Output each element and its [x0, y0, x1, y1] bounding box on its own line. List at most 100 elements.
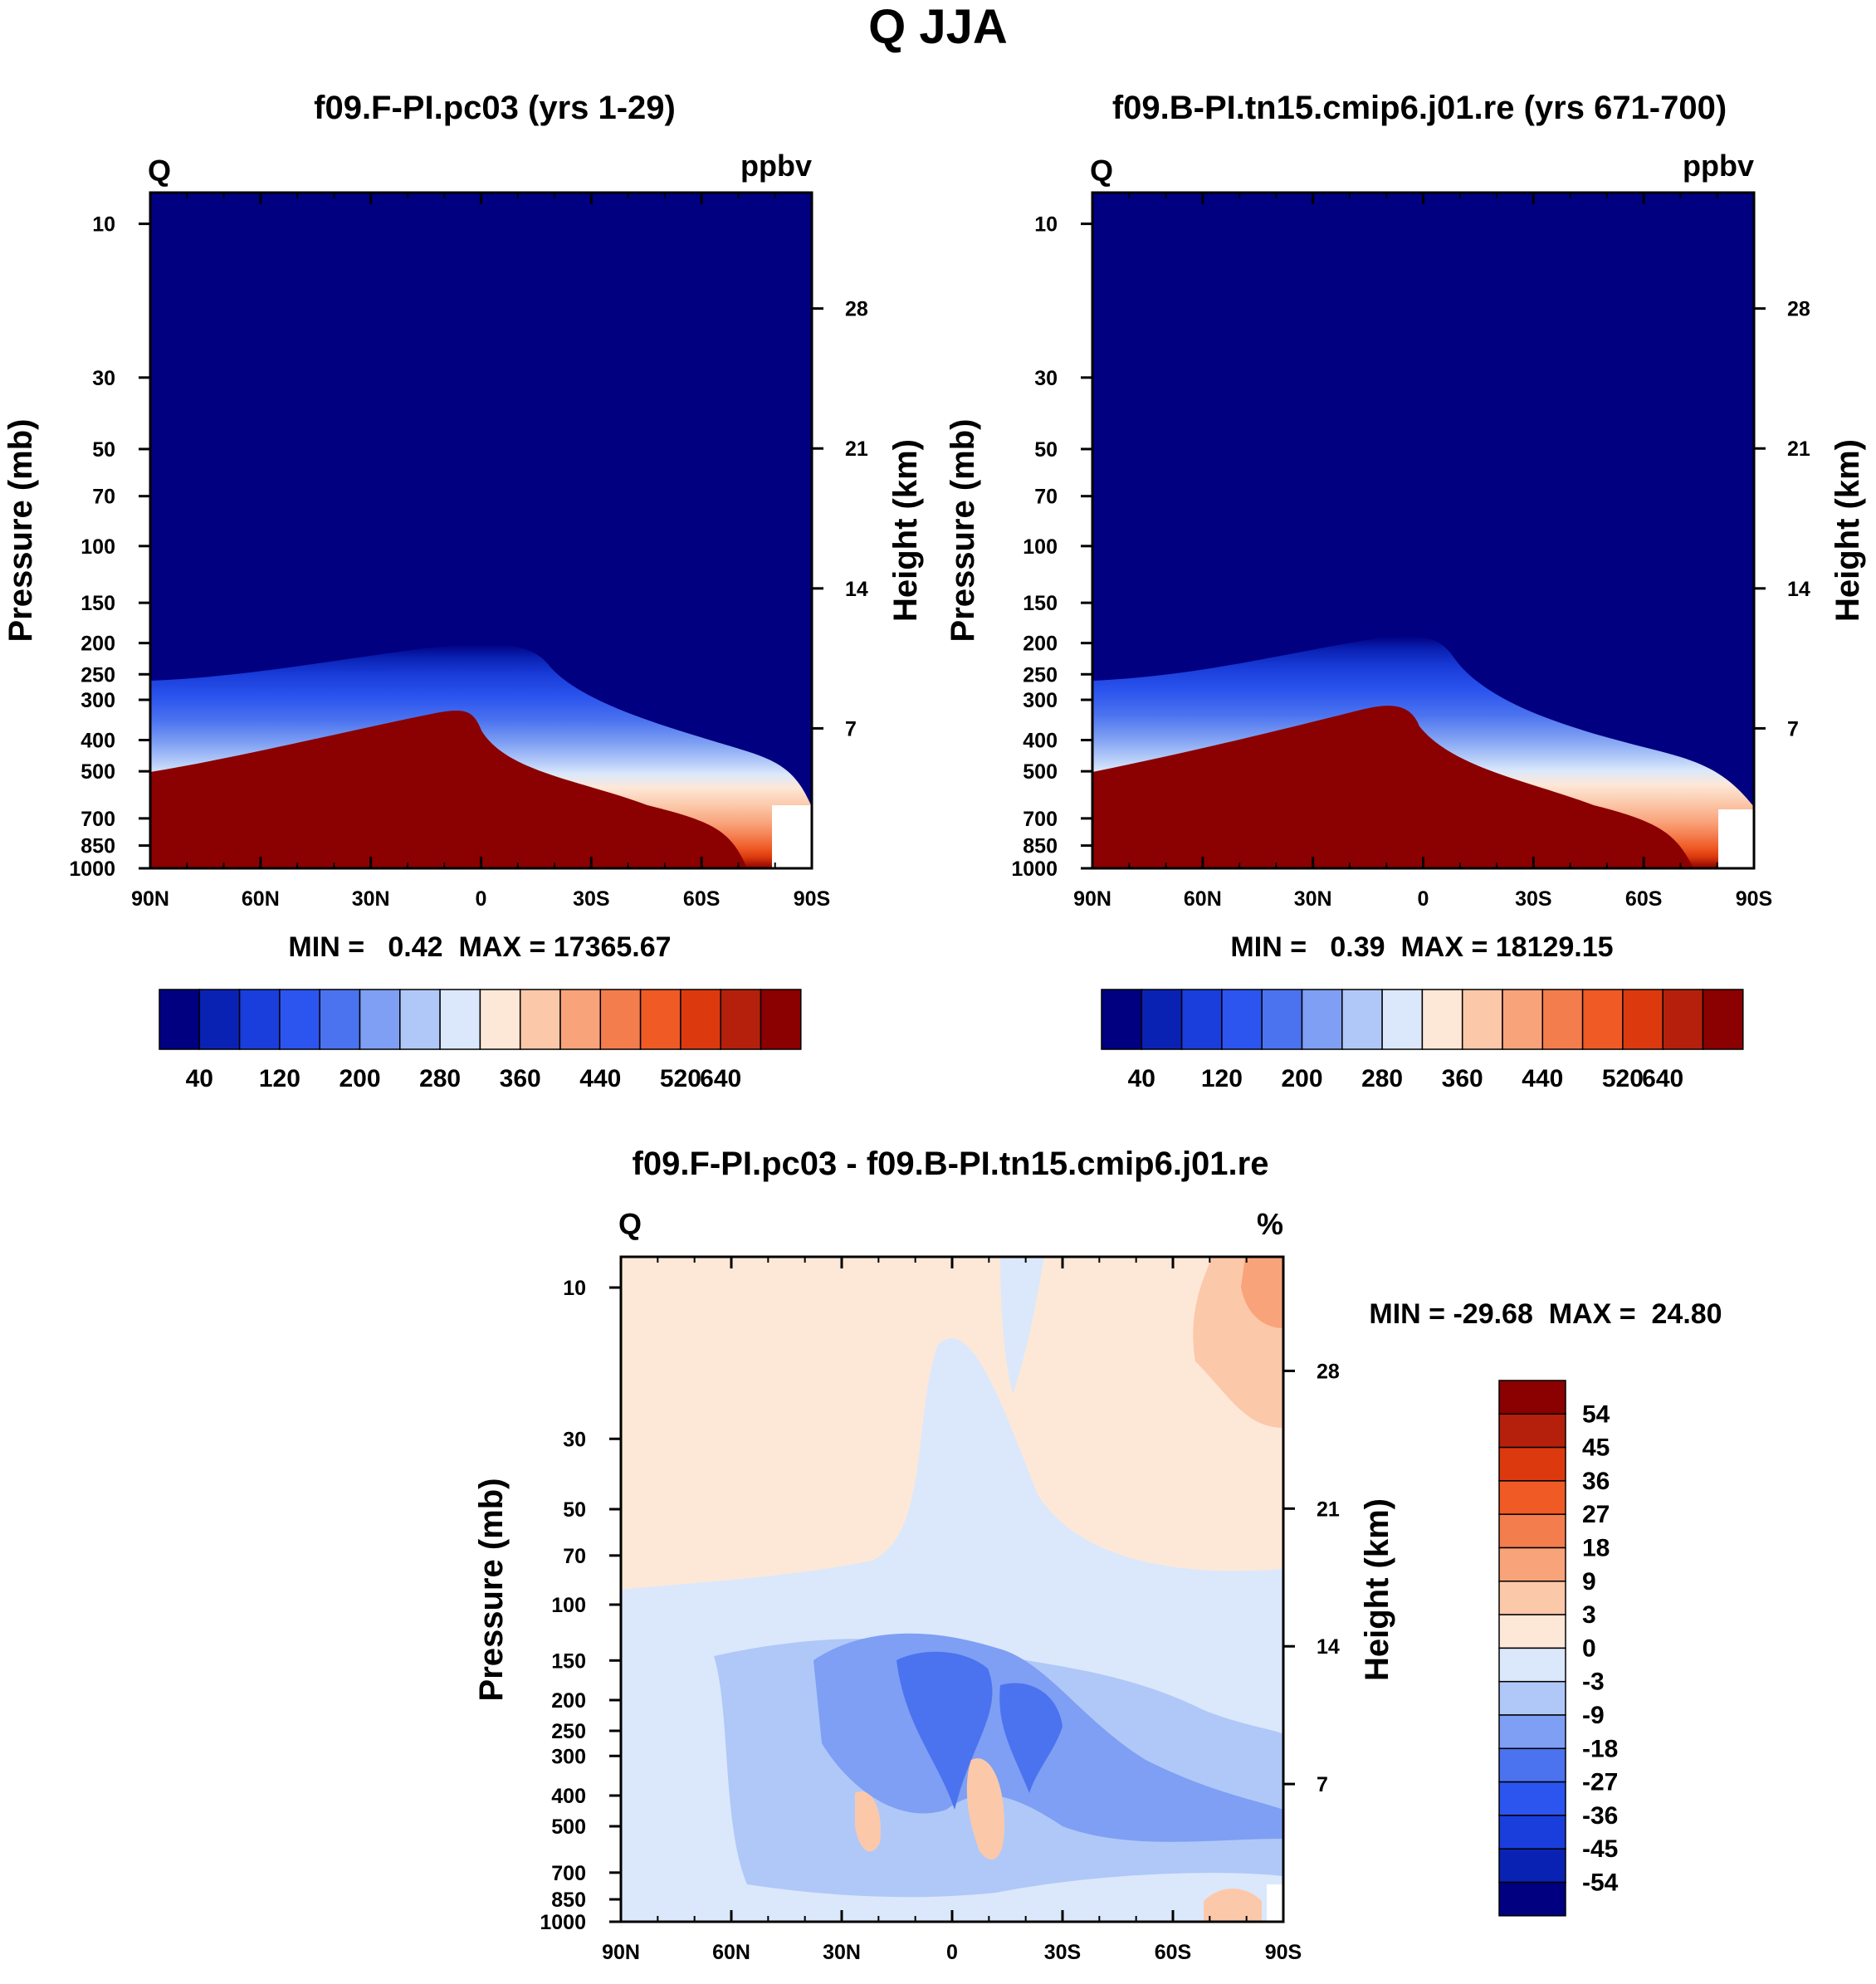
colorbar-label: 3: [1582, 1601, 1596, 1629]
panel-model-b: f09.B-PI.tn15.cmip6.j01.re (yrs 671-700)…: [945, 90, 1866, 963]
panel-difference: f09.F-PI.pc03 - f09.B-PI.tn15.cmip6.j01.…: [473, 1146, 1722, 1964]
y-tick-label: 1000: [540, 1911, 586, 1934]
y-tick-label: 250: [1023, 663, 1058, 687]
y-tick-label: 250: [81, 663, 115, 687]
colorbar-swatch: [359, 989, 401, 1050]
y-axis-title: Pressure (mb): [2, 419, 39, 643]
colorbar-swatch: [1498, 1547, 1566, 1582]
polar-gap: [1718, 809, 1754, 868]
colorbar-label: 27: [1582, 1501, 1610, 1528]
colorbar-label: 54: [1582, 1400, 1610, 1428]
variable-label: Q: [148, 154, 171, 188]
colorbar-swatch: [1498, 1848, 1566, 1884]
y-tick-label: 400: [1023, 730, 1058, 753]
colorbar-swatch: [1498, 1480, 1566, 1515]
y-tick-label: 100: [1023, 535, 1058, 559]
colorbar-label: -9: [1582, 1702, 1605, 1729]
y-tick-label: 1000: [69, 858, 115, 881]
colorbar-label: 200: [1281, 1065, 1322, 1092]
y-tick-label: 1000: [1011, 858, 1058, 881]
y-tick-label: 150: [1023, 592, 1058, 615]
y-right-tick-label: 14: [845, 578, 868, 601]
y-tick-label: 500: [551, 1815, 586, 1839]
colorbar-label: -18: [1582, 1735, 1618, 1762]
y-tick-label: 400: [81, 730, 115, 753]
colorbar-swatch: [1498, 1714, 1566, 1750]
x-tick-label: 30N: [823, 1941, 861, 1964]
y-tick-label: 70: [92, 486, 115, 509]
colorbar-swatch: [1498, 1380, 1566, 1415]
colorbar-swatch: [279, 989, 320, 1050]
colorbar-swatch: [1498, 1614, 1566, 1649]
colorbar-swatch: [519, 989, 561, 1050]
x-tick-label: 60N: [242, 887, 280, 911]
colorbar-swatch: [1141, 989, 1183, 1050]
y-tick-label: 50: [1034, 438, 1058, 462]
y-tick-label: 300: [81, 689, 115, 712]
y-tick-label: 150: [81, 592, 115, 615]
contour-field: [150, 193, 812, 868]
colorbar-swatch: [399, 989, 441, 1050]
y-right-tick-label: 7: [1787, 717, 1799, 740]
region-upper-negative-tongue: [1000, 1257, 1044, 1395]
units-label: ppbv: [1683, 149, 1754, 183]
colorbar-swatch: [1381, 989, 1424, 1050]
x-tick-label: 90N: [131, 887, 169, 911]
colorbar-label: -3: [1582, 1669, 1605, 1696]
colorbar-swatch: [1498, 1513, 1566, 1549]
y-tick-label: 850: [81, 835, 115, 858]
panel-title: f09.F-PI.pc03 (yrs 1-29): [314, 90, 676, 126]
colorbar-swatch: [439, 989, 481, 1050]
colorbar-swatch: [1498, 1581, 1566, 1615]
figure-title: Q JJA: [868, 0, 1008, 54]
y-axis-title-right: Height (km): [1830, 439, 1866, 622]
variable-label: Q: [1090, 154, 1113, 188]
colorbar-label: 120: [1201, 1065, 1243, 1092]
y-tick-label: 50: [92, 438, 115, 462]
colorbar-swatch: [238, 989, 281, 1050]
y-right-tick-label: 7: [1317, 1773, 1328, 1796]
y-tick-label: 700: [1023, 808, 1058, 831]
colorbar-swatch: [1498, 1881, 1566, 1917]
colorbar-label: -36: [1582, 1802, 1618, 1830]
colorbar-swatch: [639, 989, 682, 1050]
y-axis-title: Pressure (mb): [945, 419, 981, 643]
colorbar-swatch: [1498, 1680, 1566, 1716]
colorbar-swatch: [1622, 989, 1663, 1050]
y-tick-label: 10: [1034, 213, 1058, 237]
colorbar-swatch: [479, 989, 521, 1050]
x-tick-label: 30S: [1515, 887, 1551, 911]
y-right-tick-label: 28: [1787, 298, 1810, 321]
polar-gap: [1267, 1884, 1283, 1922]
y-tick-label: 850: [551, 1889, 586, 1912]
contour-field: [621, 1257, 1283, 1922]
x-tick-label: 90N: [1073, 887, 1111, 911]
y-tick-label: 300: [1023, 689, 1058, 712]
panel-title: f09.B-PI.tn15.cmip6.j01.re (yrs 671-700): [1112, 90, 1727, 126]
colorbar-label: 640: [700, 1065, 741, 1092]
colorbar-label: 640: [1642, 1065, 1683, 1092]
units-label: ppbv: [740, 149, 812, 183]
colorbar-label: 360: [1442, 1065, 1483, 1092]
x-tick-label: 0: [946, 1941, 958, 1964]
panel-model-f: f09.F-PI.pc03 (yrs 1-29) Q ppbv Pressure…: [2, 90, 924, 963]
region-core-negative: [896, 1651, 993, 1810]
x-tick-label: 90S: [794, 887, 830, 911]
colorbar-swatch: [1581, 989, 1624, 1050]
colorbar-swatch: [599, 989, 642, 1050]
colorbar-label: 520: [660, 1065, 701, 1092]
units-label: %: [1257, 1207, 1283, 1241]
warm-moist-region: [1092, 706, 1693, 868]
contour-field: [1092, 193, 1754, 868]
x-tick-label: 30N: [1294, 887, 1332, 911]
colorbar-label: 40: [1128, 1065, 1155, 1092]
y-tick-label: 700: [81, 808, 115, 831]
x-tick-label: 60N: [1184, 887, 1222, 911]
panel-title: f09.F-PI.pc03 - f09.B-PI.tn15.cmip6.j01.…: [633, 1146, 1269, 1182]
colorbar-swatch: [1498, 1815, 1566, 1850]
colorbar-swatch: [159, 989, 201, 1050]
y-right-tick-label: 21: [1317, 1498, 1340, 1521]
colorbar-swatch: [559, 989, 602, 1050]
x-tick-label: 0: [476, 887, 487, 911]
x-tick-label: 60S: [683, 887, 720, 911]
